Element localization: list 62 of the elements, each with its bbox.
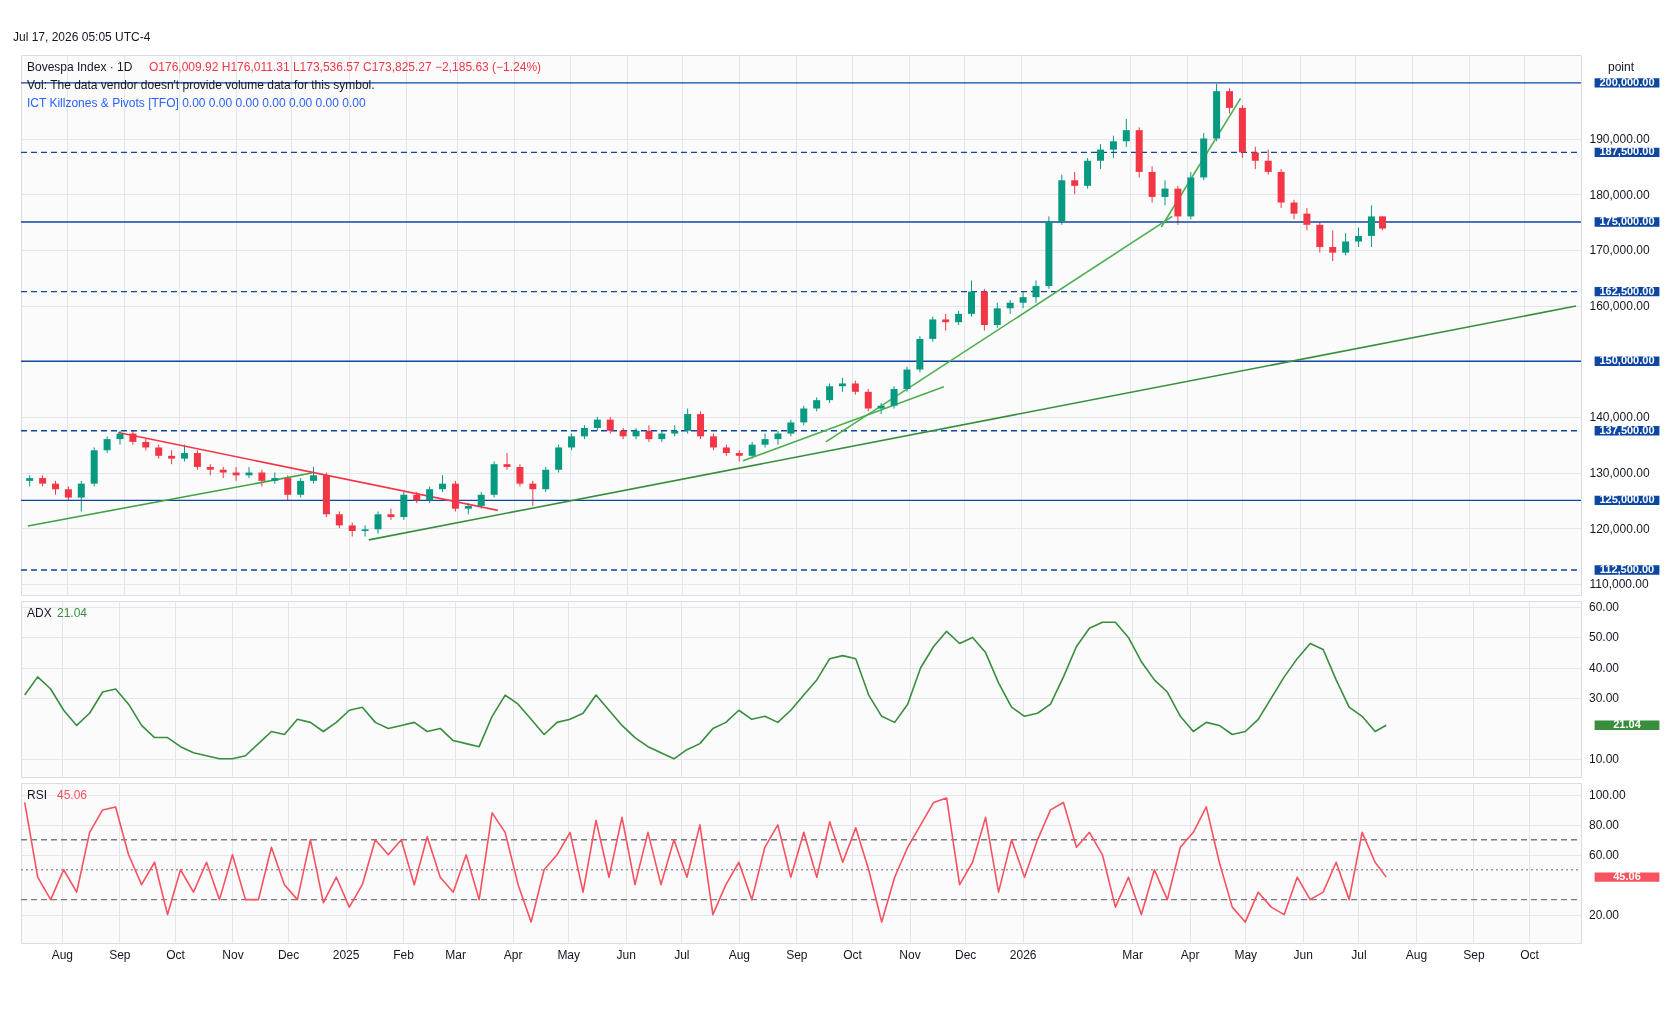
x-tick-label: Apr xyxy=(503,947,523,962)
y-tick-label: 60.00 xyxy=(1589,847,1620,862)
x-tick-label: Aug xyxy=(1405,947,1428,962)
y-tick-label: 120,000.00 xyxy=(1589,521,1650,536)
x-tick-label: Sep xyxy=(109,947,131,962)
y-tick-label: 140,000.00 xyxy=(1589,410,1650,425)
chart-title: Bovespa Index · 1D xyxy=(27,60,133,74)
x-tick-label: Dec xyxy=(277,947,300,962)
x-tick-label: Jul xyxy=(674,947,690,962)
x-tick-label: Sep xyxy=(1463,947,1485,962)
y-tick-label: 180,000.00 xyxy=(1589,187,1650,202)
y-tick-label: 30.00 xyxy=(1589,691,1620,706)
ref-line-label: 200,000.00 xyxy=(1599,75,1655,88)
x-tick-label: Mar xyxy=(445,947,466,962)
annotation: O176,009.92 H176,011.31 L173,536.57 C173,825.27 −2,185.63 (−1.24%) xyxy=(149,60,542,74)
ref-line-label: 125,000.00 xyxy=(1599,493,1655,506)
y-tick-label: 60.00 xyxy=(1589,600,1620,615)
y-tick-label: 110,000.00 xyxy=(1589,577,1649,592)
ref-line-label: 187,500.00 xyxy=(1599,145,1655,158)
y-tick-label: 160,000.00 xyxy=(1589,299,1650,314)
x-tick-label: Sep xyxy=(786,947,808,962)
x-tick-label: Mar xyxy=(1122,947,1143,962)
x-tick-label: 2026 xyxy=(1009,947,1037,962)
ref-line-label: 150,000.00 xyxy=(1599,354,1655,367)
text: 21.04 xyxy=(1613,718,1641,731)
ref-line-label: 162,500.00 xyxy=(1599,284,1655,297)
y-tick-label: 190,000.00 xyxy=(1589,132,1650,147)
x-tick-label: Oct xyxy=(1520,947,1540,962)
x-tick-label: Jun xyxy=(1293,947,1313,962)
ref-line-label: 112,500.00 xyxy=(1599,562,1655,575)
y-tick-label: 170,000.00 xyxy=(1589,243,1650,258)
ref-line-label: 137,500.00 xyxy=(1599,423,1655,436)
y-tick-label: 40.00 xyxy=(1589,660,1620,675)
text: ADX xyxy=(27,606,52,620)
annotation: 45.06 xyxy=(57,788,88,802)
text: 45.06 xyxy=(1613,870,1641,883)
annotation: ICT Killzones & Pivots [TFO] 0.00 0.00 0.00 0.00 0.00 0.00 0.00 xyxy=(27,96,366,110)
x-tick-label: Oct xyxy=(843,947,863,962)
x-tick-label: Nov xyxy=(222,947,244,962)
y-tick-label: 20.00 xyxy=(1589,907,1620,922)
x-tick-label: Jul xyxy=(1351,947,1367,962)
x-tick-label: Aug xyxy=(51,947,73,962)
y-tick-label: 50.00 xyxy=(1589,630,1620,645)
x-tick-label: Feb xyxy=(393,947,415,962)
text: Jul 17, 2026 05:05 UTC-4 xyxy=(13,30,151,44)
x-tick-label: Aug xyxy=(728,947,751,962)
text: point xyxy=(1607,60,1635,74)
x-tick-label: Nov xyxy=(899,947,921,962)
ref-line-label: 175,000.00 xyxy=(1599,215,1655,228)
x-tick-label: Oct xyxy=(166,947,186,962)
x-tick-label: Jun xyxy=(616,947,636,962)
x-tick-label: 2025 xyxy=(332,947,360,962)
y-tick-label: 130,000.00 xyxy=(1589,466,1650,481)
x-tick-label: May xyxy=(1234,947,1258,962)
x-tick-label: Dec xyxy=(954,947,977,962)
annotation: 21.04 xyxy=(57,606,88,620)
y-tick-label: 100.00 xyxy=(1589,787,1627,802)
y-tick-label: 10.00 xyxy=(1589,751,1620,766)
x-tick-label: May xyxy=(557,947,581,962)
x-tick-label: Apr xyxy=(1180,947,1200,962)
y-tick-label: 80.00 xyxy=(1589,817,1620,832)
series-label: RSI xyxy=(27,788,48,802)
